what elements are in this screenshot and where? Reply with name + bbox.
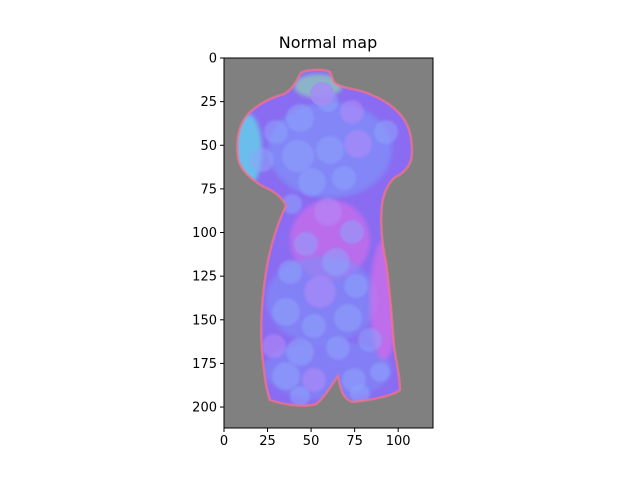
- chart-title: Normal map: [279, 33, 378, 52]
- normal-map-image: [224, 58, 433, 428]
- normal-blob: [286, 338, 314, 366]
- normal-blob: [334, 304, 362, 332]
- y-tick-label: 0: [209, 52, 217, 67]
- normal-blob: [344, 130, 372, 158]
- normal-blob: [278, 260, 302, 284]
- y-tick-label: 25: [200, 95, 217, 110]
- normal-blob: [264, 120, 288, 144]
- normal-blob: [302, 368, 326, 392]
- x-tick-label: 0: [220, 434, 228, 449]
- x-tick-label: 100: [386, 434, 411, 449]
- normal-blob: [272, 298, 300, 326]
- normal-blob: [340, 100, 364, 124]
- normal-blob: [332, 166, 356, 190]
- normal-blob: [340, 220, 364, 244]
- normal-blob: [302, 314, 326, 338]
- normal-blob: [322, 248, 350, 276]
- x-tick-label: 75: [346, 434, 363, 449]
- x-tick-label: 50: [303, 434, 320, 449]
- y-tick-label: 75: [200, 182, 217, 197]
- normal-blob: [282, 140, 314, 172]
- x-axis: 0 25 50 75 100: [220, 428, 411, 449]
- normal-blob: [316, 136, 344, 164]
- y-tick-label: 50: [200, 139, 217, 154]
- y-tick-label: 125: [192, 270, 217, 285]
- y-axis: 0 25 50 75 100 125 150 175 200: [192, 52, 224, 416]
- normal-blob: [358, 328, 382, 352]
- normal-blob: [314, 198, 342, 226]
- normal-blob: [286, 104, 314, 132]
- normal-blob: [262, 334, 286, 358]
- normal-blob: [326, 336, 350, 360]
- y-tick-label: 100: [192, 226, 217, 241]
- normal-blob: [344, 274, 368, 298]
- normal-blob: [374, 120, 398, 144]
- normal-blob: [294, 232, 318, 256]
- y-tick-label: 175: [192, 357, 217, 372]
- normal-blob: [272, 362, 300, 390]
- y-tick-label: 150: [192, 313, 217, 328]
- normal-blob: [282, 194, 302, 214]
- neck-knob: [310, 82, 334, 106]
- normal-blob: [250, 148, 274, 172]
- normal-blob: [370, 362, 390, 382]
- normal-blob: [298, 168, 326, 196]
- torso-rim: [236, 68, 414, 407]
- normal-blob: [304, 276, 336, 308]
- x-tick-label: 25: [259, 434, 276, 449]
- normal-blob: [350, 384, 370, 404]
- normal-blob: [290, 386, 310, 406]
- y-tick-label: 200: [192, 401, 217, 416]
- plot-frame: [223, 57, 434, 429]
